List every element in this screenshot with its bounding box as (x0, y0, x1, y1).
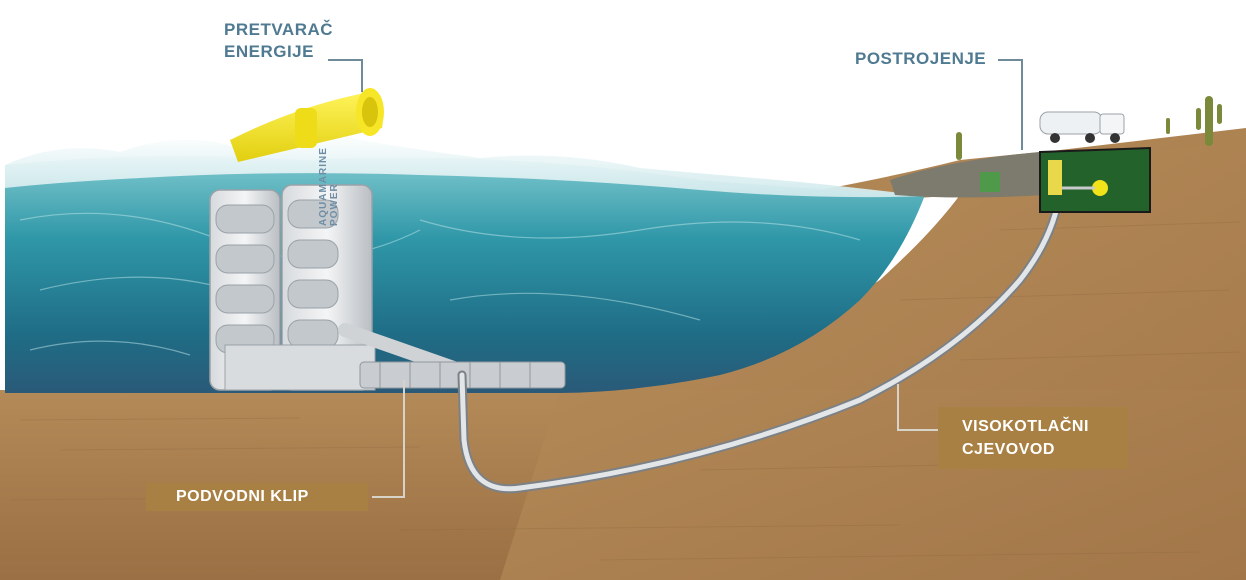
subsea-piston-label: PODVODNI KLIP (146, 483, 368, 511)
leader-line-plant (998, 59, 1023, 150)
brand-line-2: POWER (329, 183, 340, 226)
leader-line-piston (372, 380, 405, 498)
high-pressure-pipe-label-line-2: CJEVOVOD (962, 441, 1055, 458)
high-pressure-pipe-label: VISOKOTLAČNI CJEVOVOD (938, 407, 1128, 469)
tanker-truck (1039, 111, 1125, 143)
device-brand-text: AQUAMARINE POWER (318, 147, 340, 226)
energy-converter-label: PRETVARAČ ENERGIJE (224, 19, 364, 63)
plant-label: POSTROJENJE (855, 49, 987, 68)
energy-converter-illustration (230, 88, 384, 162)
high-pressure-pipe-label-line-1: VISOKOTLAČNI (962, 418, 1089, 435)
leader-line-converter (328, 59, 363, 92)
oyster-device (209, 184, 566, 391)
leader-line-pipe (897, 384, 938, 431)
energy-converter-label-line-1: PRETVARAČ (224, 20, 334, 39)
cactus-plants (956, 96, 1222, 160)
brand-line-1: AQUAMARINE (318, 147, 329, 226)
onshore-plant-illustration (890, 146, 1151, 213)
energy-converter-label-line-2: ENERGIJE (224, 42, 314, 61)
